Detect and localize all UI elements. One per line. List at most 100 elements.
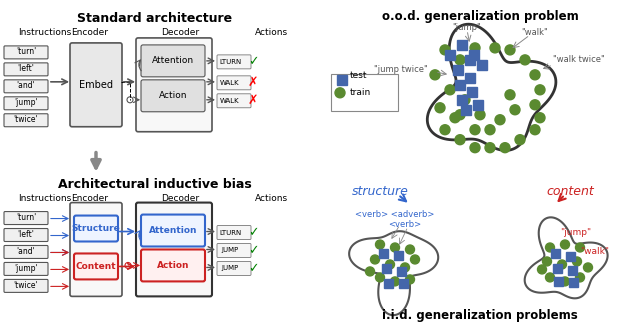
Circle shape <box>455 110 465 120</box>
Circle shape <box>538 265 547 274</box>
Text: ✓: ✓ <box>248 262 259 275</box>
FancyBboxPatch shape <box>141 249 205 281</box>
FancyBboxPatch shape <box>4 212 48 225</box>
Circle shape <box>376 240 385 249</box>
Text: Standard architecture: Standard architecture <box>77 12 232 25</box>
Text: ✓: ✓ <box>248 55 259 68</box>
Circle shape <box>335 88 345 98</box>
Text: 'twice': 'twice' <box>13 281 38 290</box>
FancyBboxPatch shape <box>4 229 48 242</box>
FancyBboxPatch shape <box>217 244 251 258</box>
FancyBboxPatch shape <box>4 63 48 76</box>
Circle shape <box>573 257 582 266</box>
Circle shape <box>406 275 415 284</box>
Circle shape <box>430 70 440 80</box>
Bar <box>337 75 347 85</box>
Text: ✗: ✗ <box>248 94 259 107</box>
Bar <box>477 60 487 70</box>
Circle shape <box>390 243 399 252</box>
Text: test: test <box>350 71 367 80</box>
Circle shape <box>535 113 545 123</box>
Text: Structure: Structure <box>72 224 120 233</box>
Text: 'jump': 'jump' <box>14 264 38 273</box>
Text: Attention: Attention <box>152 56 194 66</box>
Text: ✗: ✗ <box>248 76 259 89</box>
Circle shape <box>485 143 495 153</box>
Circle shape <box>127 97 133 103</box>
FancyBboxPatch shape <box>136 38 212 132</box>
Text: WALK: WALK <box>220 98 240 104</box>
FancyBboxPatch shape <box>4 97 48 110</box>
FancyBboxPatch shape <box>4 262 48 275</box>
Text: 'turn': 'turn' <box>16 47 36 56</box>
Circle shape <box>470 143 480 153</box>
FancyBboxPatch shape <box>141 215 205 246</box>
Bar <box>465 55 475 65</box>
Text: Actions: Actions <box>255 194 288 202</box>
Circle shape <box>535 85 545 95</box>
Circle shape <box>385 260 394 269</box>
FancyBboxPatch shape <box>4 80 48 93</box>
Text: LTURN: LTURN <box>219 59 241 65</box>
Text: 'left': 'left' <box>17 230 35 239</box>
FancyBboxPatch shape <box>4 46 48 59</box>
Bar <box>453 65 463 75</box>
Bar <box>445 50 455 60</box>
Circle shape <box>485 125 495 135</box>
Text: 'jump': 'jump' <box>14 98 38 107</box>
Text: Architectural inductive bias: Architectural inductive bias <box>58 178 252 191</box>
Text: Decoder: Decoder <box>161 28 199 37</box>
Circle shape <box>440 45 450 55</box>
Circle shape <box>495 115 505 125</box>
FancyBboxPatch shape <box>141 45 205 77</box>
Text: Decoder: Decoder <box>161 194 199 202</box>
Text: Embed: Embed <box>79 80 113 90</box>
Bar <box>473 100 483 110</box>
Circle shape <box>125 262 131 268</box>
Circle shape <box>470 43 480 53</box>
Circle shape <box>505 90 515 100</box>
Text: LTURN: LTURN <box>219 230 241 235</box>
Text: "walk twice": "walk twice" <box>553 55 605 64</box>
Text: Instructions: Instructions <box>18 194 71 202</box>
Text: ✓: ✓ <box>248 244 259 257</box>
Text: Encoder: Encoder <box>72 194 109 202</box>
Circle shape <box>520 55 530 65</box>
Circle shape <box>455 135 465 145</box>
FancyBboxPatch shape <box>217 55 251 69</box>
Text: Content: Content <box>76 262 116 271</box>
Circle shape <box>505 45 515 55</box>
FancyBboxPatch shape <box>217 261 251 275</box>
Circle shape <box>455 55 465 65</box>
Bar <box>382 264 391 274</box>
Text: "walk": "walk" <box>522 28 548 37</box>
Bar <box>469 50 479 60</box>
Text: <verb> <adverb>: <verb> <adverb> <box>355 210 435 218</box>
Circle shape <box>545 243 554 252</box>
Text: WALK: WALK <box>220 80 240 86</box>
Bar <box>379 249 388 259</box>
Text: ✓: ✓ <box>248 226 259 239</box>
FancyBboxPatch shape <box>217 76 251 90</box>
Circle shape <box>440 125 450 135</box>
FancyBboxPatch shape <box>4 114 48 127</box>
Circle shape <box>530 100 540 110</box>
Circle shape <box>575 243 584 252</box>
Text: "jump": "jump" <box>561 228 591 237</box>
Text: "walk": "walk" <box>580 247 609 257</box>
Circle shape <box>376 273 385 282</box>
Text: JUMP: JUMP <box>221 247 239 254</box>
Bar <box>554 277 563 287</box>
Text: Encoder: Encoder <box>72 28 109 37</box>
Circle shape <box>561 277 570 286</box>
Text: "jump": "jump" <box>452 23 481 32</box>
FancyBboxPatch shape <box>70 202 122 296</box>
Circle shape <box>530 125 540 135</box>
Circle shape <box>435 103 445 113</box>
FancyBboxPatch shape <box>136 202 212 296</box>
Text: JUMP: JUMP <box>221 265 239 272</box>
Bar <box>566 252 575 261</box>
Text: Actions: Actions <box>255 28 288 37</box>
Bar <box>457 40 467 50</box>
Text: content: content <box>546 185 594 198</box>
